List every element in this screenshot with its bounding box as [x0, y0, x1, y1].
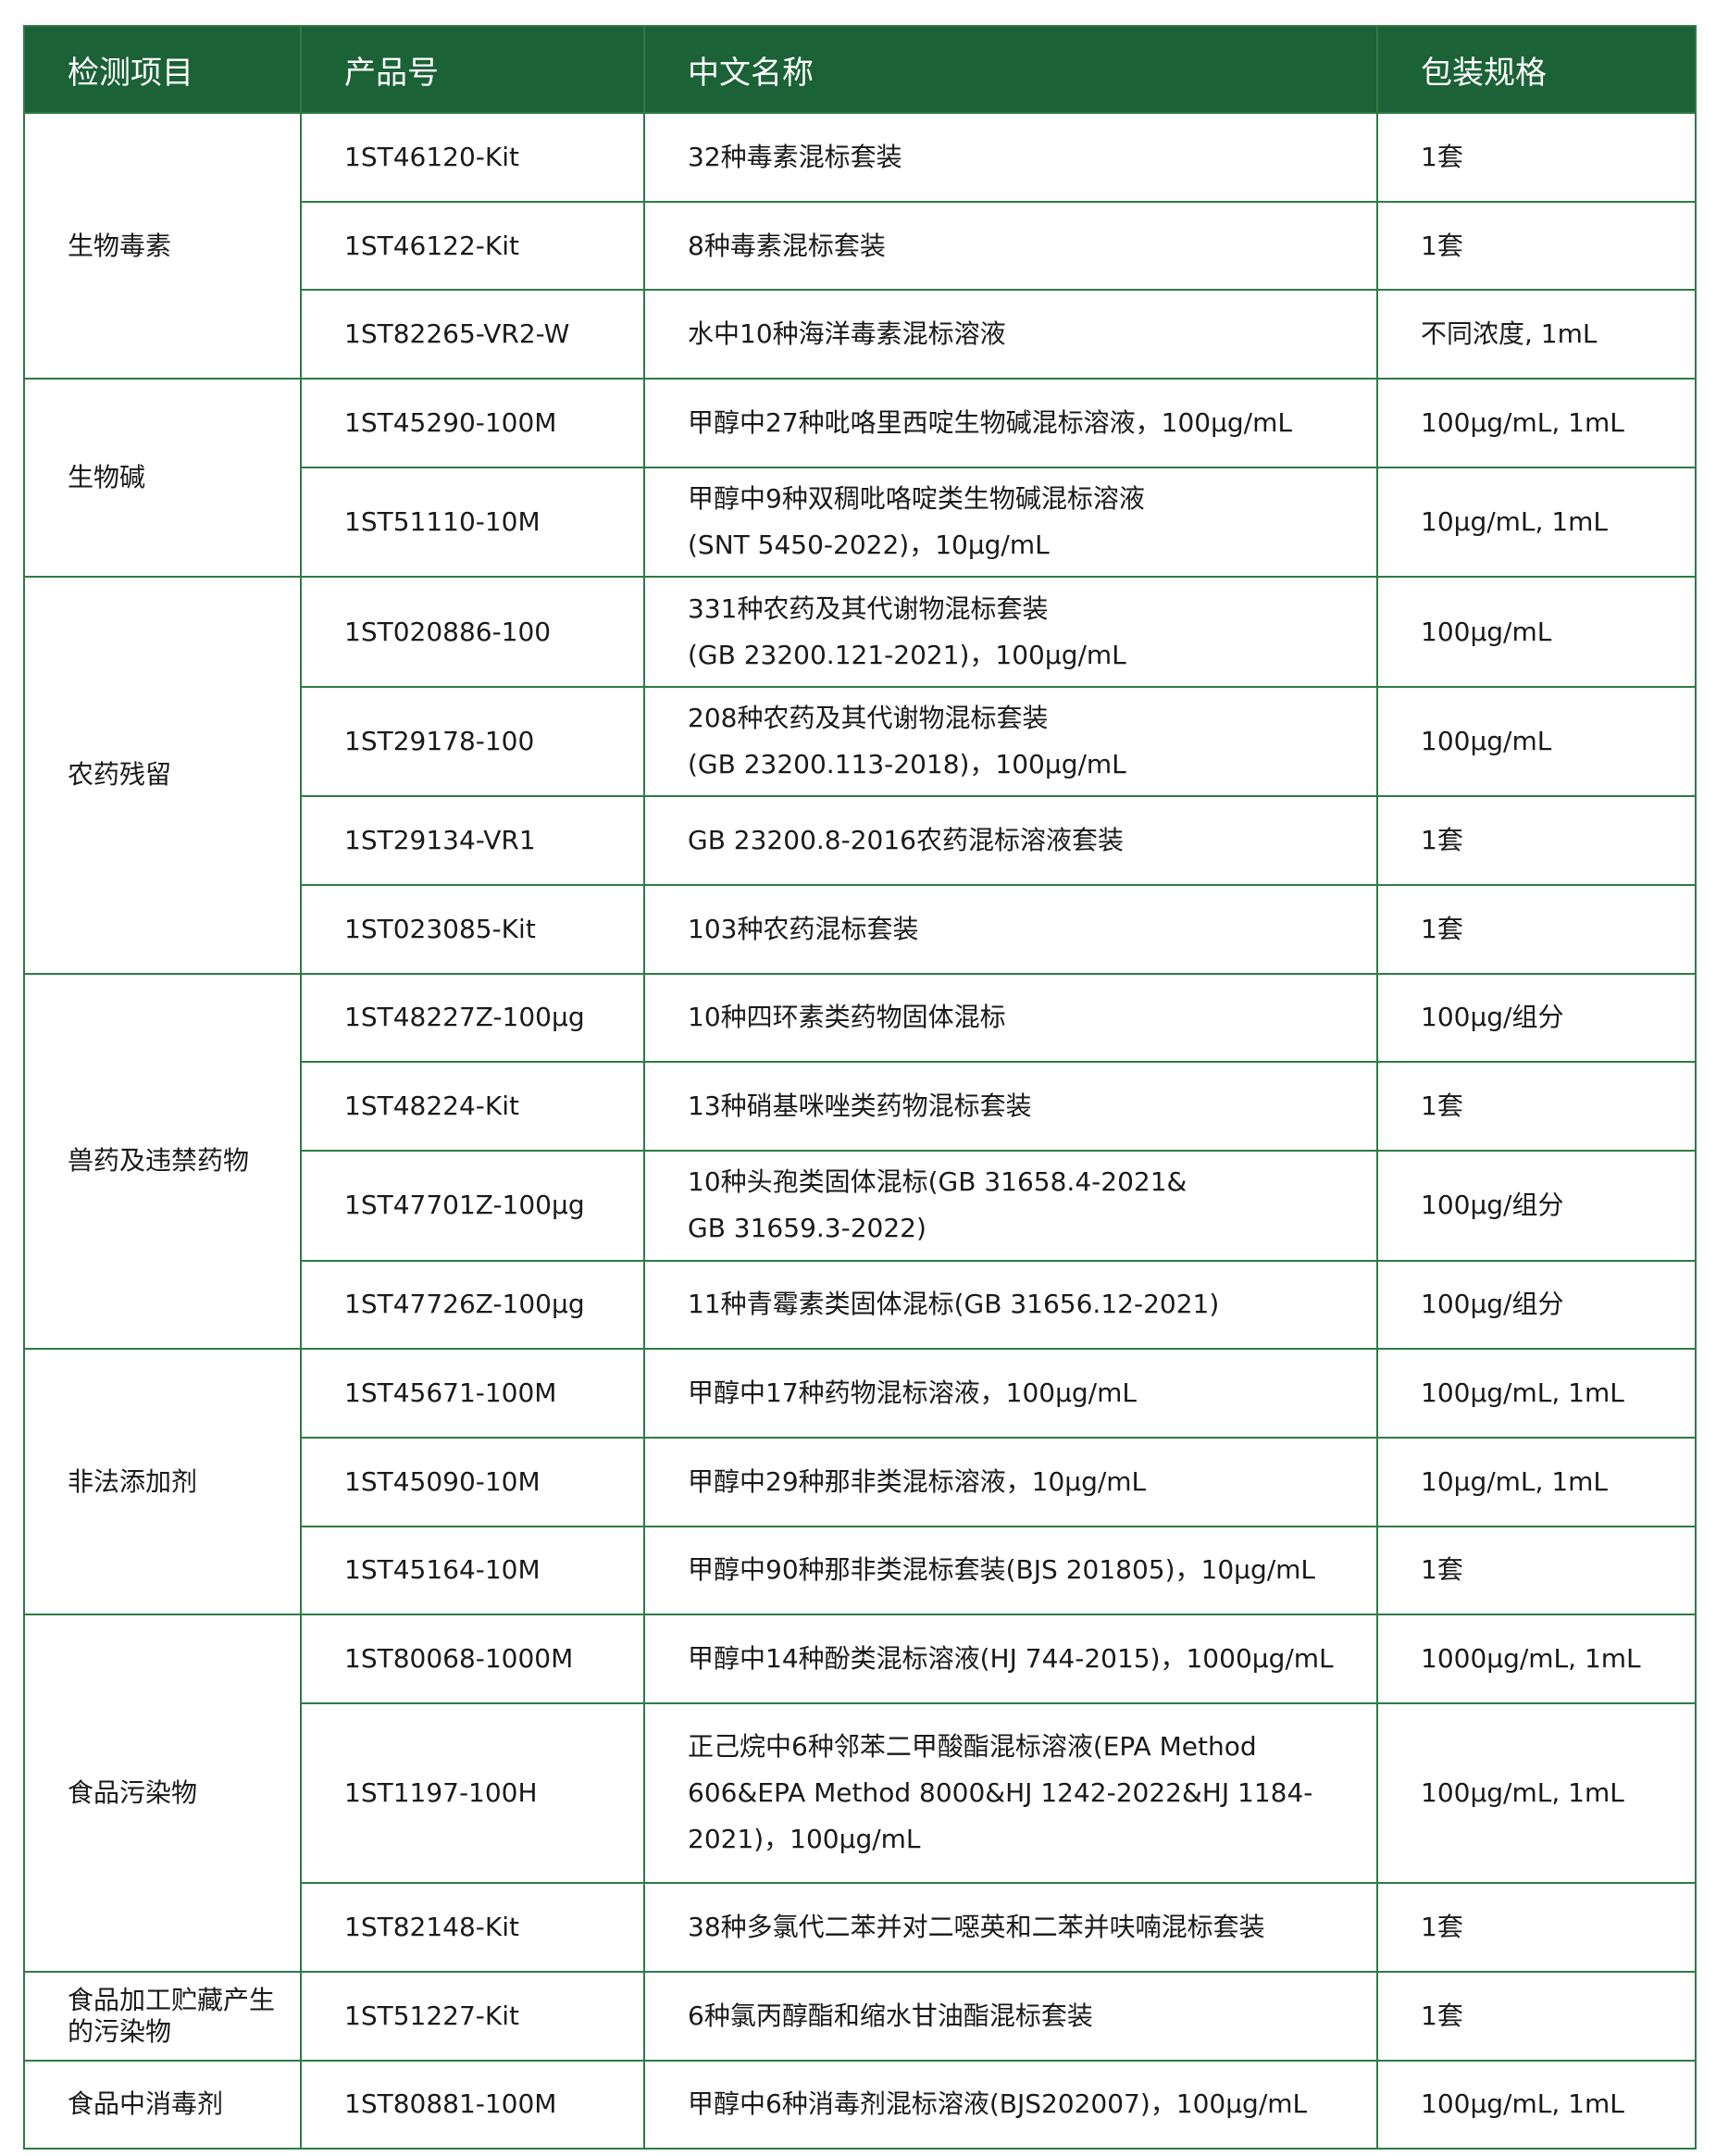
- chinese-name-cell: 6种氯丙醇酯和缩水甘油酯混标套装: [643, 1970, 1378, 2062]
- package-cell: 1套: [1376, 1882, 1697, 1973]
- product-code-cell: 1ST51227-Kit: [300, 1970, 645, 2062]
- table-row: 1ST47701Z-100μg 10种头孢类固体混标(GB 31658.4-202…: [24, 1150, 1697, 1262]
- product-code-cell: 1ST80881-100M: [300, 2059, 645, 2150]
- product-code-cell: 1ST1197-100H: [300, 1701, 645, 1885]
- chinese-name-cell: 甲醇中29种那非类混标溶液，10μg/mL: [643, 1436, 1378, 1527]
- package-cell: 1套: [1376, 1525, 1697, 1616]
- category-cell: 生物毒素: [23, 111, 302, 380]
- chinese-name-cell: 水中10种海洋毒素混标溶液: [643, 289, 1378, 380]
- product-table: 检测项目 产品号 中文名称 包装规格 生物毒素 1ST46120-Kit 32种毒素…: [23, 25, 1697, 2150]
- package-cell: 100μg/mL, 1mL: [1376, 1701, 1697, 1885]
- chinese-name-cell: GB 23200.8-2016农药混标溶液套装: [643, 795, 1378, 886]
- table-body: 生物毒素 1ST46120-Kit 32种毒素混标套装 1套 1ST46122-Kit 8…: [23, 111, 1697, 2150]
- package-cell: 100μg/mL, 1mL: [1376, 2059, 1697, 2150]
- package-cell: 100μg/组分: [1376, 972, 1697, 1064]
- product-code-cell: 1ST80068-1000M: [300, 1614, 645, 1704]
- package-cell: 1套: [1376, 112, 1697, 203]
- product-code-cell: 1ST48227Z-100μg: [300, 972, 645, 1064]
- table-row: 1ST45090-10M 甲醇中29种那非类混标溶液，10μg/mL 10μg/mL…: [24, 1436, 1697, 1527]
- product-code-cell: 1ST29178-100: [300, 685, 645, 798]
- table-row: 生物毒素 1ST46120-Kit 32种毒素混标套装 1套: [23, 111, 1697, 380]
- package-cell: 1套: [1376, 883, 1697, 975]
- package-cell: 10μg/mL, 1mL: [1376, 466, 1697, 579]
- product-code-cell: 1ST82148-Kit: [300, 1882, 645, 1973]
- table-row: 食品中消毒剂 1ST80881-100M 甲醇中6种消毒剂混标溶液(BJS20200…: [23, 2059, 1697, 2150]
- table-row: 1ST51110-10M 甲醇中9种双稠吡咯啶类生物碱混标溶液 (SNT 5450…: [24, 466, 1697, 579]
- package-cell: 1套: [1376, 1970, 1697, 2062]
- header-chinese-name: 中文名称: [643, 25, 1378, 114]
- category-cell: 食品污染物: [23, 1614, 302, 1973]
- table-row: 食品污染物 1ST80068-1000M 甲醇中14种酚类混标溶液(HJ 744-2…: [23, 1614, 1697, 1973]
- table-row: 食品加工贮藏产生 的污染物 1ST51227-Kit 6种氯丙醇酯和缩水甘油酯混标套…: [23, 1970, 1697, 2062]
- chinese-name-cell: 正己烷中6种邻苯二甲酸酯混标溶液(EPA Method 606&EPA Meth…: [643, 1701, 1378, 1885]
- chinese-name-cell: 38种多氯代二苯并对二噁英和二苯并呋喃混标套装: [643, 1882, 1378, 1973]
- header-row: 检测项目 产品号 中文名称 包装规格: [23, 25, 1697, 114]
- product-code-cell: 1ST023085-Kit: [300, 883, 645, 975]
- table-row: 生物碱 1ST45290-100M 甲醇中27种吡咯里西啶生物碱混标溶液，100μg…: [23, 378, 1697, 579]
- package-cell: 1套: [1376, 1061, 1697, 1152]
- product-code-cell: 1ST46122-Kit: [300, 200, 645, 292]
- table-row: 1ST023085-Kit 103种农药混标套装 1套: [24, 883, 1697, 975]
- chinese-name-cell: 甲醇中17种药物混标溶液，100μg/mL: [643, 1348, 1378, 1439]
- chinese-name-cell: 32种毒素混标套装: [643, 112, 1378, 203]
- product-code-cell: 1ST47726Z-100μg: [300, 1259, 645, 1351]
- chinese-name-cell: 甲醇中14种酚类混标溶液(HJ 744-2015)，1000μg/mL: [643, 1614, 1378, 1704]
- header-package: 包装规格: [1376, 25, 1697, 114]
- table-row: 1ST29134-VR1 GB 23200.8-2016农药混标溶液套装 1套: [24, 795, 1697, 886]
- product-code-cell: 1ST45290-100M: [300, 378, 645, 468]
- header-category: 检测项目: [23, 25, 302, 114]
- chinese-name-cell: 8种毒素混标套装: [643, 200, 1378, 292]
- chinese-name-cell: 甲醇中27种吡咯里西啶生物碱混标溶液，100μg/mL: [643, 378, 1378, 468]
- chinese-name-cell: 甲醇中9种双稠吡咯啶类生物碱混标溶液 (SNT 5450-2022)，10μg/…: [643, 466, 1378, 579]
- category-cell: 食品中消毒剂: [23, 2059, 302, 2150]
- table-row: 1ST82265-VR2-W 水中10种海洋毒素混标溶液 不同浓度, 1mL: [24, 289, 1697, 380]
- table-row: 1ST46122-Kit 8种毒素混标套装 1套: [24, 200, 1697, 292]
- product-code-cell: 1ST51110-10M: [300, 466, 645, 579]
- table-row: 农药残留 1ST020886-100 331种农药及其代谢物混标套装 (GB 232…: [23, 576, 1697, 975]
- table-row: 1ST1197-100H 正己烷中6种邻苯二甲酸酯混标溶液(EPA Method …: [24, 1701, 1697, 1885]
- product-code-cell: 1ST82265-VR2-W: [300, 289, 645, 380]
- category-cell: 农药残留: [23, 576, 302, 975]
- chinese-name-cell: 甲醇中90种那非类混标套装(BJS 201805)，10μg/mL: [643, 1525, 1378, 1616]
- table-row: 兽药及违禁药物 1ST48227Z-100μg 10种四环素类药物固体混标 100μg…: [23, 972, 1697, 1351]
- chinese-name-cell: 13种硝基咪唑类药物混标套装: [643, 1061, 1378, 1152]
- table-row: 1ST82148-Kit 38种多氯代二苯并对二噁英和二苯并呋喃混标套装 1套: [24, 1882, 1697, 1973]
- category-cell: 食品加工贮藏产生 的污染物: [23, 1970, 302, 2062]
- category-cell: 生物碱: [23, 378, 302, 579]
- package-cell: 100μg/mL, 1mL: [1376, 378, 1697, 468]
- package-cell: 1套: [1376, 200, 1697, 292]
- product-code-cell: 1ST45090-10M: [300, 1436, 645, 1527]
- table-row: 1ST48224-Kit 13种硝基咪唑类药物混标套装 1套: [24, 1061, 1697, 1152]
- package-cell: 1000μg/mL, 1mL: [1376, 1614, 1697, 1704]
- package-cell: 10μg/mL, 1mL: [1376, 1436, 1697, 1527]
- chinese-name-cell: 10种四环素类药物固体混标: [643, 972, 1378, 1064]
- table-row: 1ST29178-100 208种农药及其代谢物混标套装 (GB 23200.11…: [24, 685, 1697, 798]
- package-cell: 1套: [1376, 795, 1697, 886]
- header-product-code: 产品号: [300, 25, 645, 114]
- product-code-cell: 1ST45671-100M: [300, 1348, 645, 1439]
- category-cell: 兽药及违禁药物: [23, 972, 302, 1351]
- product-code-cell: 1ST48224-Kit: [300, 1061, 645, 1152]
- package-cell: 100μg/mL: [1376, 576, 1697, 688]
- chinese-name-cell: 103种农药混标套装: [643, 883, 1378, 975]
- product-code-cell: 1ST47701Z-100μg: [300, 1150, 645, 1262]
- product-code-cell: 1ST45164-10M: [300, 1525, 645, 1616]
- product-code-cell: 1ST46120-Kit: [300, 112, 645, 203]
- table-row: 1ST47726Z-100μg 11种青霉素类固体混标(GB 31656.12-2…: [24, 1259, 1697, 1351]
- chinese-name-cell: 11种青霉素类固体混标(GB 31656.12-2021): [643, 1259, 1378, 1351]
- table-row: 1ST45164-10M 甲醇中90种那非类混标套装(BJS 201805)，10…: [24, 1525, 1697, 1616]
- chinese-name-cell: 甲醇中6种消毒剂混标溶液(BJS202007)，100μg/mL: [643, 2059, 1378, 2150]
- package-cell: 100μg/组分: [1376, 1259, 1697, 1351]
- chinese-name-cell: 208种农药及其代谢物混标套装 (GB 23200.113-2018)，100μ…: [643, 685, 1378, 798]
- product-code-cell: 1ST020886-100: [300, 576, 645, 688]
- table-row: 非法添加剂 1ST45671-100M 甲醇中17种药物混标溶液，100μg/mL 1…: [23, 1348, 1697, 1616]
- package-cell: 100μg/组分: [1376, 1150, 1697, 1262]
- chinese-name-cell: 331种农药及其代谢物混标套装 (GB 23200.121-2021)，100μ…: [643, 576, 1378, 688]
- package-cell: 100μg/mL, 1mL: [1376, 1348, 1697, 1439]
- product-code-cell: 1ST29134-VR1: [300, 795, 645, 886]
- category-cell: 非法添加剂: [23, 1348, 302, 1616]
- package-cell: 不同浓度, 1mL: [1376, 289, 1697, 380]
- chinese-name-cell: 10种头孢类固体混标(GB 31658.4-2021& GB 31659.3-2…: [643, 1150, 1378, 1262]
- package-cell: 100μg/mL: [1376, 685, 1697, 798]
